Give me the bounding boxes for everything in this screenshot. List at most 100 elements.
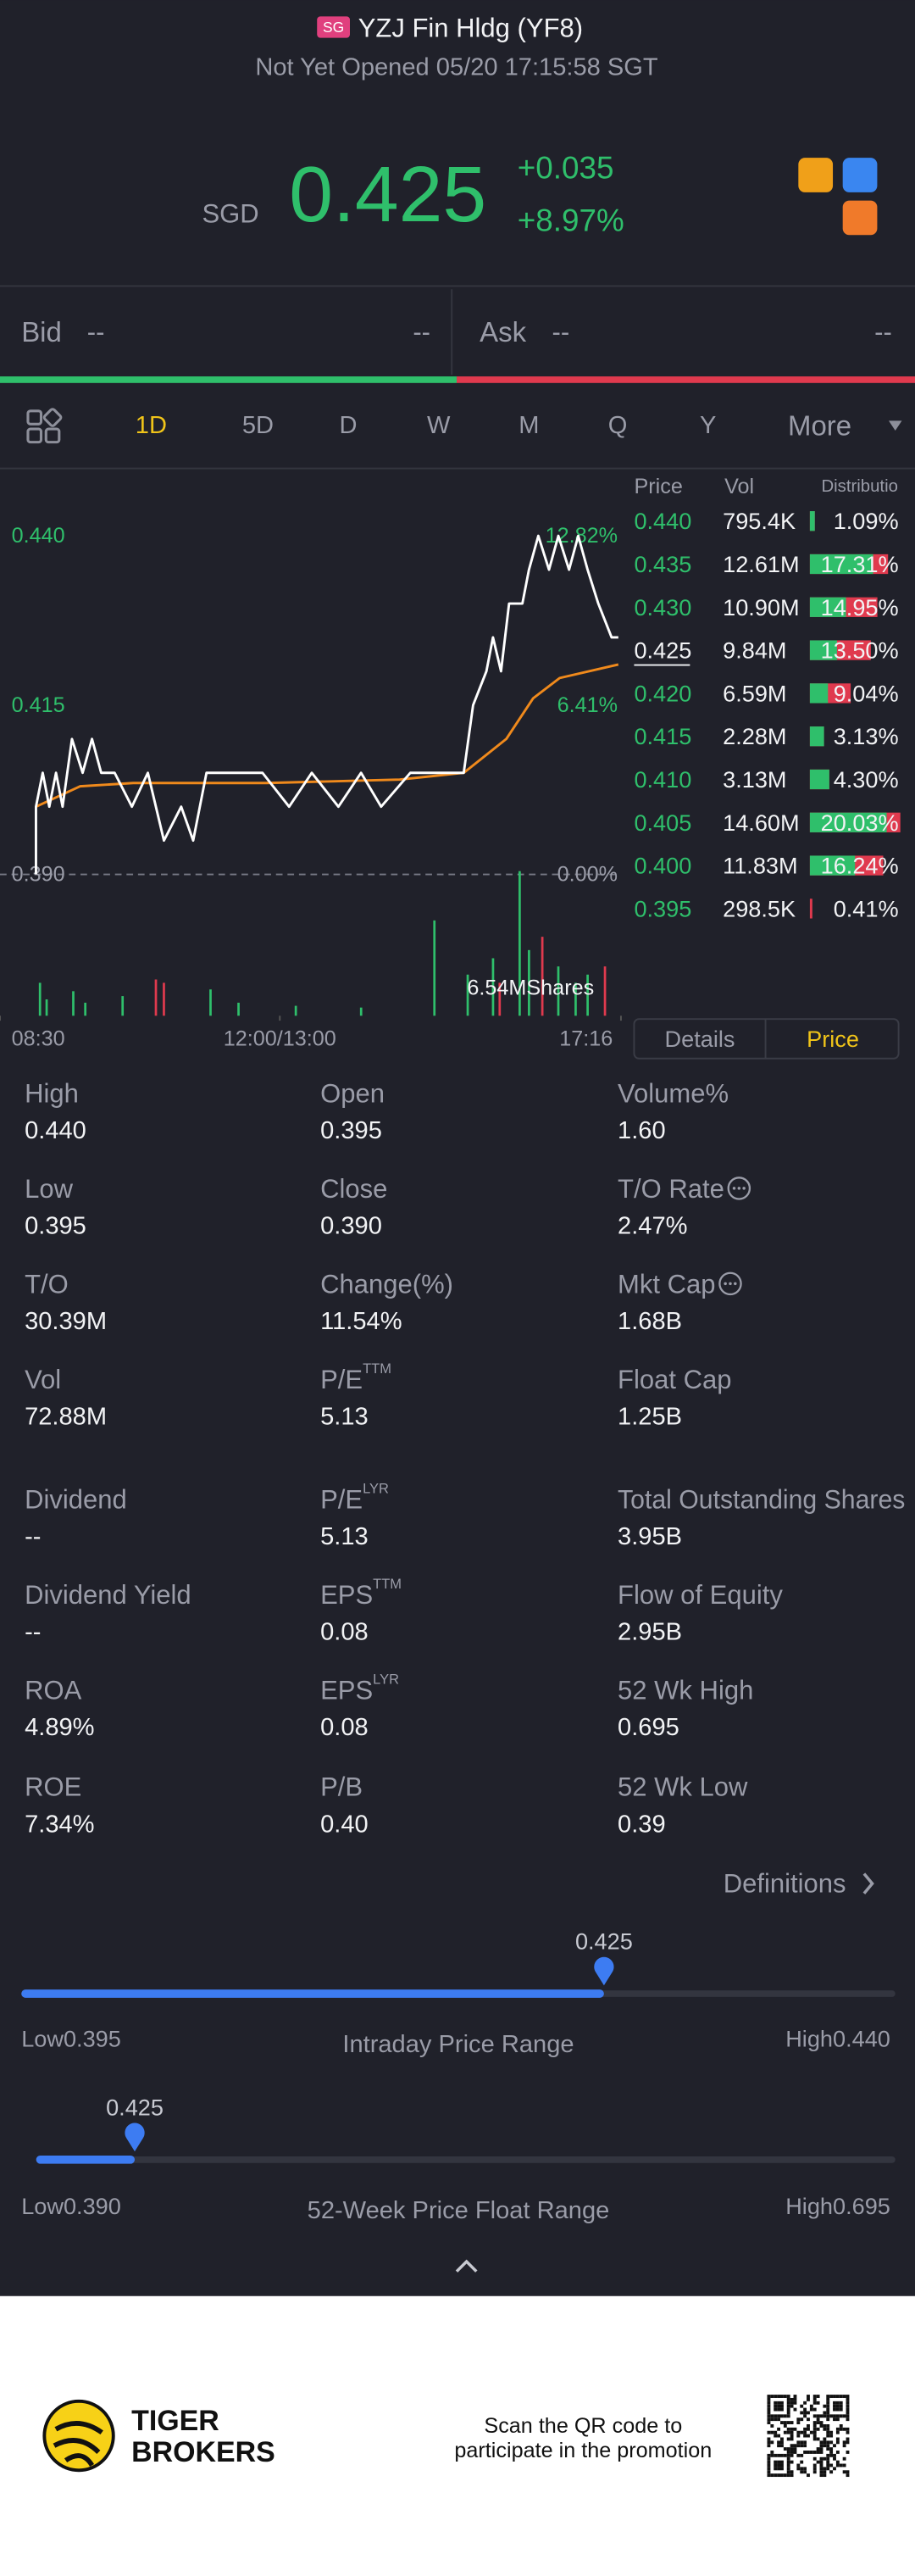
qr-cell (826, 2463, 830, 2468)
range-title: Intraday Price Range (342, 2031, 574, 2058)
qr-cell (823, 2467, 827, 2471)
range-pin (125, 2123, 145, 2152)
x-tick-label: 17:16 (559, 1027, 613, 1050)
qr-cell (774, 2467, 778, 2471)
qr-cell (783, 2421, 787, 2424)
qr-cell (812, 2470, 817, 2474)
qr-cell (780, 2460, 784, 2464)
collapse-caret[interactable] (455, 2259, 478, 2273)
distribution-label: 14.95% (821, 594, 899, 620)
qr-cell (833, 2456, 836, 2461)
tab[interactable]: Q (608, 412, 628, 439)
volume-bar (154, 979, 158, 1016)
qr-cell (812, 2437, 817, 2441)
stat-label-text: EPS (320, 1675, 373, 1705)
stat-label: Dividend (25, 1484, 127, 1514)
change: +0.035 (518, 150, 614, 185)
stat-label: ROE (25, 1772, 81, 1801)
stat-value: 30.39M (25, 1308, 107, 1335)
range-high-label: High (785, 2193, 833, 2219)
qr-cell (767, 2460, 771, 2464)
stat-label-text: Close (320, 1173, 387, 1203)
stat-value: -- (25, 1523, 41, 1550)
tab[interactable]: 5D (242, 412, 274, 439)
price: 0.425 (289, 150, 486, 238)
distribution-label: 20.03% (821, 810, 899, 836)
qr-cell (823, 2473, 827, 2478)
qr-cell (826, 2430, 830, 2434)
info-icon[interactable] (727, 1177, 751, 1200)
volume-bar (237, 1002, 240, 1016)
qr-cell (829, 2414, 834, 2418)
qr-cell (780, 2404, 784, 2408)
qr-cell (842, 2456, 846, 2461)
stat-value: 0.390 (320, 1212, 382, 1239)
qr-cell (819, 2414, 824, 2418)
qr-cell (780, 2401, 784, 2405)
qr-cell (777, 2427, 781, 2431)
qr-cell (767, 2444, 771, 2448)
qr-cell (809, 2407, 813, 2412)
book-price: 0.410 (634, 766, 691, 793)
qr-cell (807, 2427, 810, 2431)
qr-cell (780, 2440, 784, 2445)
book-volume: 298.5K (723, 895, 796, 921)
distribution-label: 4.30% (834, 766, 899, 793)
qr-cell (793, 2395, 797, 2398)
qr-cell (790, 2444, 794, 2448)
tab[interactable]: D (340, 412, 358, 439)
qr-cell (786, 2421, 790, 2424)
x-tick-label: 08:30 (12, 1027, 65, 1050)
qr-cell (767, 2440, 771, 2445)
qr-cell (833, 2395, 836, 2398)
volume-bar (38, 982, 42, 1016)
distribution-label: 17.31% (821, 551, 899, 577)
volume-bar (528, 949, 530, 1016)
qr-cell (774, 2407, 778, 2412)
toggle-option[interactable]: Details (665, 1026, 735, 1052)
stat-label-text: Volume% (618, 1078, 729, 1108)
qr-cell (783, 2423, 787, 2428)
book-volume: 795.4K (723, 508, 796, 534)
layout-icon[interactable] (26, 408, 63, 444)
qr-cell (826, 2427, 830, 2431)
definitions-link[interactable]: Definitions (724, 1869, 846, 1899)
qr-cell (790, 2404, 794, 2408)
icon[interactable] (842, 158, 878, 192)
dropdown-arrow[interactable] (888, 420, 902, 431)
qr-cell (774, 2395, 778, 2398)
volume-bar (466, 974, 469, 1016)
qr-cell (816, 2451, 820, 2454)
price-line (35, 534, 618, 875)
range-title: 52-Week Price Float Range (308, 2197, 610, 2224)
stat-label: High (25, 1078, 79, 1108)
tab[interactable]: Y (700, 412, 716, 439)
icon[interactable] (842, 200, 878, 236)
qr-cell (819, 2440, 824, 2445)
qr-cell (829, 2395, 834, 2398)
icon[interactable] (798, 158, 834, 192)
tab[interactable]: More (788, 410, 851, 442)
book-volume: 6.59M (723, 680, 786, 706)
qr-cell (770, 2423, 774, 2428)
stat-value: 2.47% (618, 1212, 687, 1239)
stat-label-text: ROA (25, 1675, 82, 1705)
tab[interactable]: M (518, 412, 539, 439)
tab[interactable]: W (427, 412, 451, 439)
info-dot (742, 1187, 746, 1190)
qr-cell (777, 2473, 781, 2478)
qr-cell (823, 2456, 827, 2461)
qr-cell (823, 2423, 827, 2428)
chevron[interactable] (862, 1872, 874, 1894)
qr-cell (777, 2434, 781, 2438)
volume-bar (163, 982, 165, 1016)
toggle-option[interactable]: Price (807, 1026, 859, 1052)
tab[interactable]: 1D (136, 412, 167, 439)
stat-label-text: Total Outstanding Shares (618, 1484, 905, 1514)
qr-cell (796, 2463, 801, 2468)
info-icon[interactable] (718, 1271, 742, 1296)
qr-cell (767, 2404, 771, 2408)
volume-bar (45, 999, 48, 1016)
y2-tick-label: 6.41% (557, 693, 618, 717)
qr-cell (807, 2423, 810, 2428)
